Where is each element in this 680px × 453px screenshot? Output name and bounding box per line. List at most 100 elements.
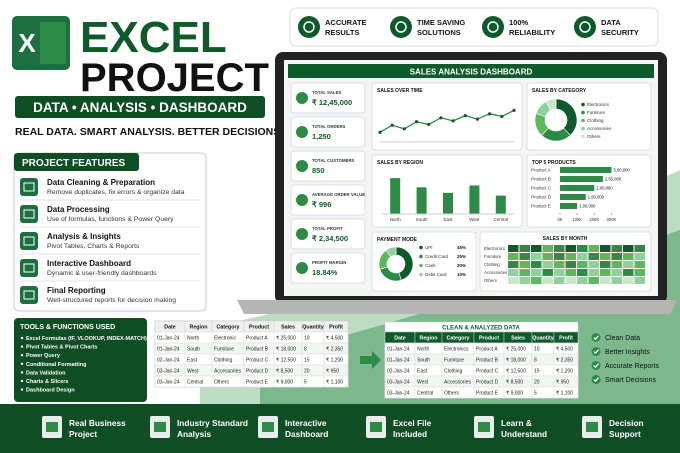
legend-label: Accessories [587,126,612,131]
table-text: 15 [304,358,310,364]
heat-cell [531,269,542,276]
y-tick-label: Product A [531,168,551,173]
data-label: 1,50,000 [588,195,605,200]
kpi-value: 1,250 [312,132,331,141]
feature-desc: Pivot Tables, Charts & Reports [47,243,140,250]
legend-swatch [581,118,585,123]
heat-cell [519,253,530,260]
y-tick-label: Product E [531,204,551,209]
footer-text: Included [393,429,427,439]
table-text: Electronic [214,336,236,342]
kpi-icon [296,160,308,172]
table-text: South [417,358,430,364]
table-text: Others [444,391,460,397]
badge-text: 100% [509,18,529,27]
table-text: 03-Jan-24 [387,391,410,397]
badge-icon [298,16,320,38]
x-tick-label: East [443,217,453,222]
legend-value: 20% [457,263,466,268]
line-point [463,114,467,118]
table-text: 01-Jan-24 [157,336,180,342]
check-icon [591,375,601,384]
check-mark [593,349,599,355]
heat-cell [554,253,565,260]
row-label: Furniture [484,254,502,259]
table-text: 03-Jan-24 [157,369,180,375]
table-text: Product D [246,369,269,375]
heat-cell [531,253,542,260]
x-tick-label: 0K [557,217,562,222]
table-text: ₹ 1,200 [326,358,343,364]
table-header: Product [249,325,269,331]
x-tick-label: 200K [589,217,599,222]
table-text: ₹ 12,500 [276,358,296,364]
table-text: Accessories [214,369,241,375]
table-text: ₹ 4,500 [556,347,573,353]
table-text: 03-Jan-24 [387,380,410,386]
table-text: ₹ 950 [326,369,339,375]
feature-icon [20,232,38,250]
kpi-card [290,82,366,114]
title: PROJECT [80,56,269,100]
legend-swatch [419,263,423,268]
kpi-label: AVERAGE ORDER VALUE [312,192,365,197]
table-text: Others [214,380,230,386]
table-header: Region [420,336,438,342]
feature-icon [20,205,38,223]
footer-text: Support [609,429,641,439]
table-text: ₹ 25,000 [276,336,296,342]
heat-cell [577,245,588,252]
feature-title: Analysis & Insights [47,232,121,241]
table-text: ₹ 950 [556,380,569,386]
x-tick-label: North [390,217,402,222]
heat-cell [508,245,519,252]
footer-icon-inner [262,422,274,432]
heat-cell [588,277,599,284]
x-tick-label: South [416,217,428,222]
feature-icon-inner [23,182,35,192]
features-header [14,153,139,171]
feature-icon-inner [23,290,35,300]
feature-icon-inner [23,209,35,219]
table-text: ₹ 9,000 [506,391,523,397]
y-tick-label: Product D [531,195,552,200]
footer-text: Decision [609,418,644,428]
kpi-label: PROFIT MARGIN [312,260,346,265]
footer-text: Understand [501,429,547,439]
heat-cell [623,269,634,276]
heat-cell [588,269,599,276]
legend-label: Furniture [587,110,606,115]
table-text: Product E [476,391,499,397]
heat-cell [588,261,599,268]
feature-desc: Use of formulas, functions & Power Query [47,216,174,223]
table-text: ₹ 1,100 [556,391,573,397]
heat-cell [588,253,599,260]
badge-text: SOLUTIONS [417,28,461,37]
legend-value: 25% [457,254,466,259]
heat-cell [634,245,645,252]
line-point [488,112,492,116]
tool-item: Power Query [26,353,61,359]
badge-icon [390,16,412,38]
table-text: Accessories [444,380,471,386]
heat-cell [565,245,576,252]
table-header: Sales [281,325,295,331]
badge-icon [482,16,504,38]
footer-text: Interactive [285,418,327,428]
chart-title: SALES BY MONTH [543,236,588,242]
bar [443,192,453,214]
chart-title: TOP 5 PRODUCTS [532,160,576,166]
line-series [379,109,515,133]
check-icon [591,333,601,342]
dashboard-title: SALES ANALYSIS DASHBOARD [410,68,533,77]
table-title: CLEAN & ANALYZED DATA [442,326,520,332]
table-header: Quantity [302,325,324,331]
tools-box [14,318,147,402]
features-title: PROJECT FEATURES [22,158,125,169]
table-text: Furniture [214,347,234,353]
table-text: 15 [534,369,540,375]
table-text: Product B [476,358,499,364]
table-text: ₹ 2,350 [326,347,343,353]
check-icon [591,361,601,370]
tagline: REAL DATA. SMART ANALYSIS. BETTER DECISI… [15,126,283,138]
